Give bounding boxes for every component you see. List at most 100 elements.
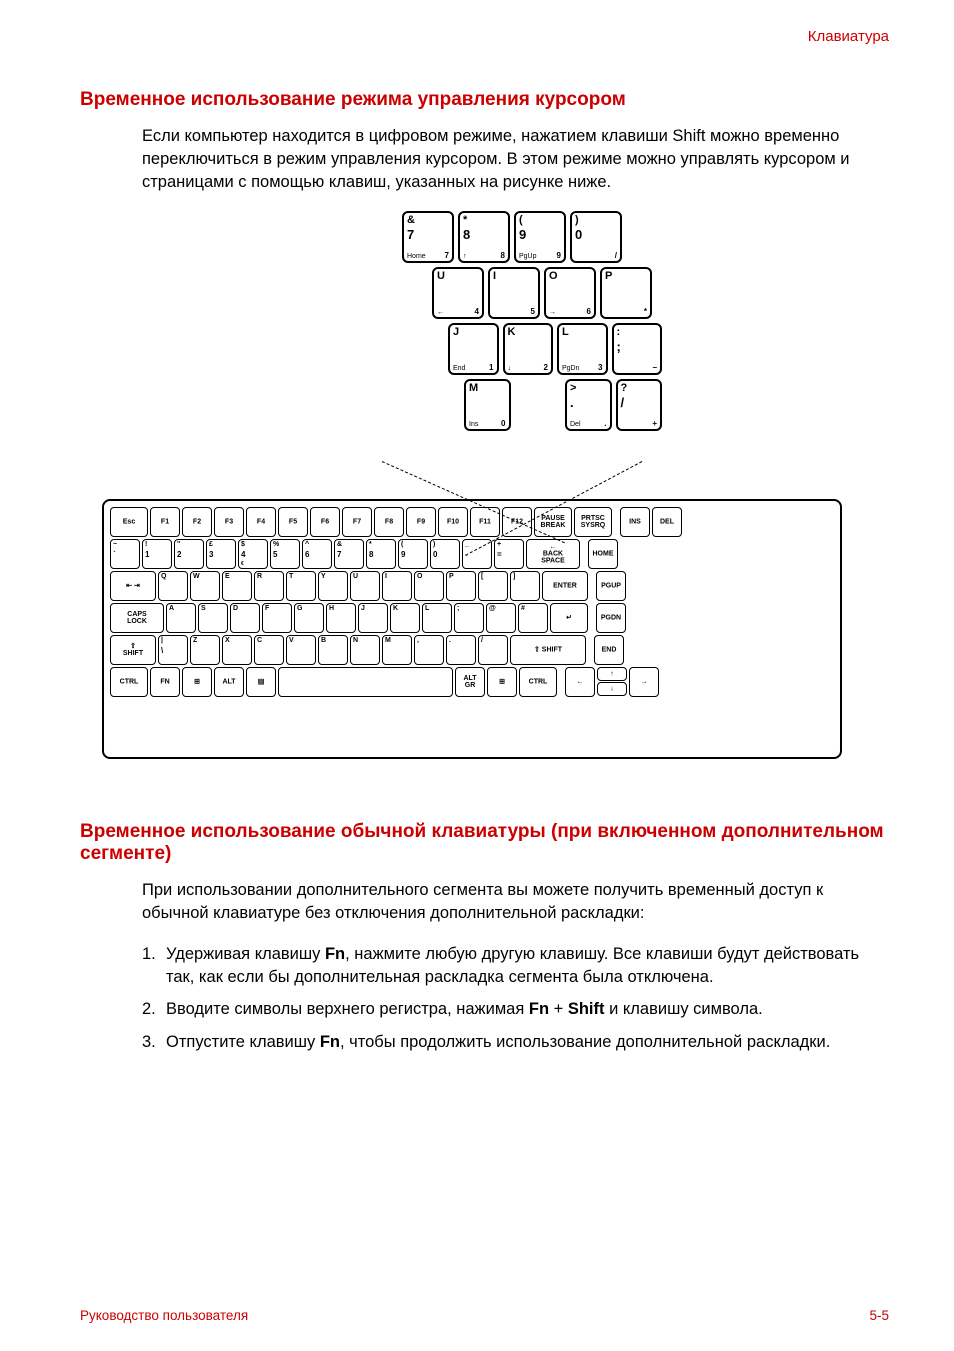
key: I — [382, 571, 412, 601]
zoom-key: > . Del . — [565, 379, 612, 431]
key: U — [350, 571, 380, 601]
key: ALT GR — [455, 667, 485, 697]
key: [ — [478, 571, 508, 601]
key: ⇧ SHIFT — [110, 635, 156, 665]
keyboard-diagram: EscF1F2F3F4F5F6F7F8F9F10F11F12PAUSE BREA… — [102, 499, 842, 759]
key: V — [286, 635, 316, 665]
zoom-key: I 5 — [488, 267, 540, 319]
key: PGUP — [596, 571, 626, 601]
key: CAPS LOCK — [110, 603, 164, 633]
key: F10 — [438, 507, 468, 537]
key: P — [446, 571, 476, 601]
key: Esc — [110, 507, 148, 537]
key: £3 — [206, 539, 236, 569]
key: H — [326, 603, 356, 633]
key: F12 — [502, 507, 532, 537]
key: D — [230, 603, 260, 633]
key: ↓ — [597, 682, 627, 696]
key: %5 — [270, 539, 300, 569]
key: @ — [486, 603, 516, 633]
key: ⊞ — [182, 667, 212, 697]
li2-e: и клавишу символа. — [605, 1000, 763, 1018]
zoom-key: L PgDn 3 — [557, 323, 608, 375]
li3-a: Отпустите клавишу — [166, 1033, 320, 1051]
li1-a: Удерживая клавишу — [166, 945, 325, 963]
li2-c: + — [549, 1000, 568, 1018]
key: S — [198, 603, 228, 633]
key: F7 — [342, 507, 372, 537]
key: PGDN — [596, 603, 626, 633]
footer-right: 5-5 — [869, 1308, 889, 1323]
key: "2 — [174, 539, 204, 569]
key: ↑ — [597, 667, 627, 681]
zoom-key: P * — [600, 267, 652, 319]
key: ⊞ — [487, 667, 517, 697]
key: G — [294, 603, 324, 633]
key — [278, 667, 453, 697]
key: B — [318, 635, 348, 665]
keyboard-figure: & 7 Home 7 * 8 ↑ 8 ( 9 PgUp 9 ) 0 / U ← … — [142, 211, 862, 781]
key: Z — [190, 635, 220, 665]
section2-list: Удерживая клавишу Fn, нажмите любую друг… — [80, 943, 889, 1054]
key: , — [414, 635, 444, 665]
header-section: Клавиатура — [80, 28, 889, 45]
key: Y — [318, 571, 348, 601]
key: A — [166, 603, 196, 633]
key: O — [414, 571, 444, 601]
key: F11 — [470, 507, 500, 537]
li1-fn: Fn — [325, 945, 345, 963]
key: ~` — [110, 539, 140, 569]
key: PRTSC SYSRQ — [574, 507, 612, 537]
key: J — [358, 603, 388, 633]
zoom-key: & 7 Home 7 — [402, 211, 454, 263]
key: F — [262, 603, 292, 633]
key: ALT — [214, 667, 244, 697]
key: M — [382, 635, 412, 665]
key: *8 — [366, 539, 396, 569]
key: F8 — [374, 507, 404, 537]
key: INS — [620, 507, 650, 537]
key: → — [629, 667, 659, 697]
key: F9 — [406, 507, 436, 537]
li2-shift: Shift — [568, 1000, 605, 1018]
zoom-key: J End 1 — [448, 323, 499, 375]
key: / — [478, 635, 508, 665]
key: ⇤ ⇥ — [110, 571, 156, 601]
zoom-key: ( 9 PgUp 9 — [514, 211, 566, 263]
key: T — [286, 571, 316, 601]
li2-fn: Fn — [529, 1000, 549, 1018]
zoom-key: U ← 4 — [432, 267, 484, 319]
key: )0 — [430, 539, 460, 569]
key: N — [350, 635, 380, 665]
key: . — [446, 635, 476, 665]
section2-para: При использовании дополнительного сегмен… — [80, 879, 889, 925]
key: ENTER — [542, 571, 588, 601]
key: |\ — [158, 635, 188, 665]
key: END — [594, 635, 624, 665]
key: E — [222, 571, 252, 601]
key: DEL — [652, 507, 682, 537]
key: ] — [510, 571, 540, 601]
key: # — [518, 603, 548, 633]
key: L — [422, 603, 452, 633]
key: K — [390, 603, 420, 633]
key: ^6 — [302, 539, 332, 569]
key: PAUSE BREAK — [534, 507, 572, 537]
key: ; — [454, 603, 484, 633]
key: !1 — [142, 539, 172, 569]
key: F5 — [278, 507, 308, 537]
key: X — [222, 635, 252, 665]
li3-c: , чтобы продолжить использование дополни… — [340, 1033, 830, 1051]
zoom-key: O → 6 — [544, 267, 596, 319]
key: HOME — [588, 539, 618, 569]
zoom-key: ? / + — [616, 379, 663, 431]
section2-title: Временное использование обычной клавиату… — [80, 821, 889, 865]
key: FN — [150, 667, 180, 697]
key: ▤ — [246, 667, 276, 697]
key: ← BACK SPACE — [526, 539, 580, 569]
key: Q — [158, 571, 188, 601]
key: += — [494, 539, 524, 569]
key: C — [254, 635, 284, 665]
section1-para: Если компьютер находится в цифровом режи… — [80, 125, 889, 193]
li2-a: Вводите символы верхнего регистра, нажим… — [166, 1000, 529, 1018]
